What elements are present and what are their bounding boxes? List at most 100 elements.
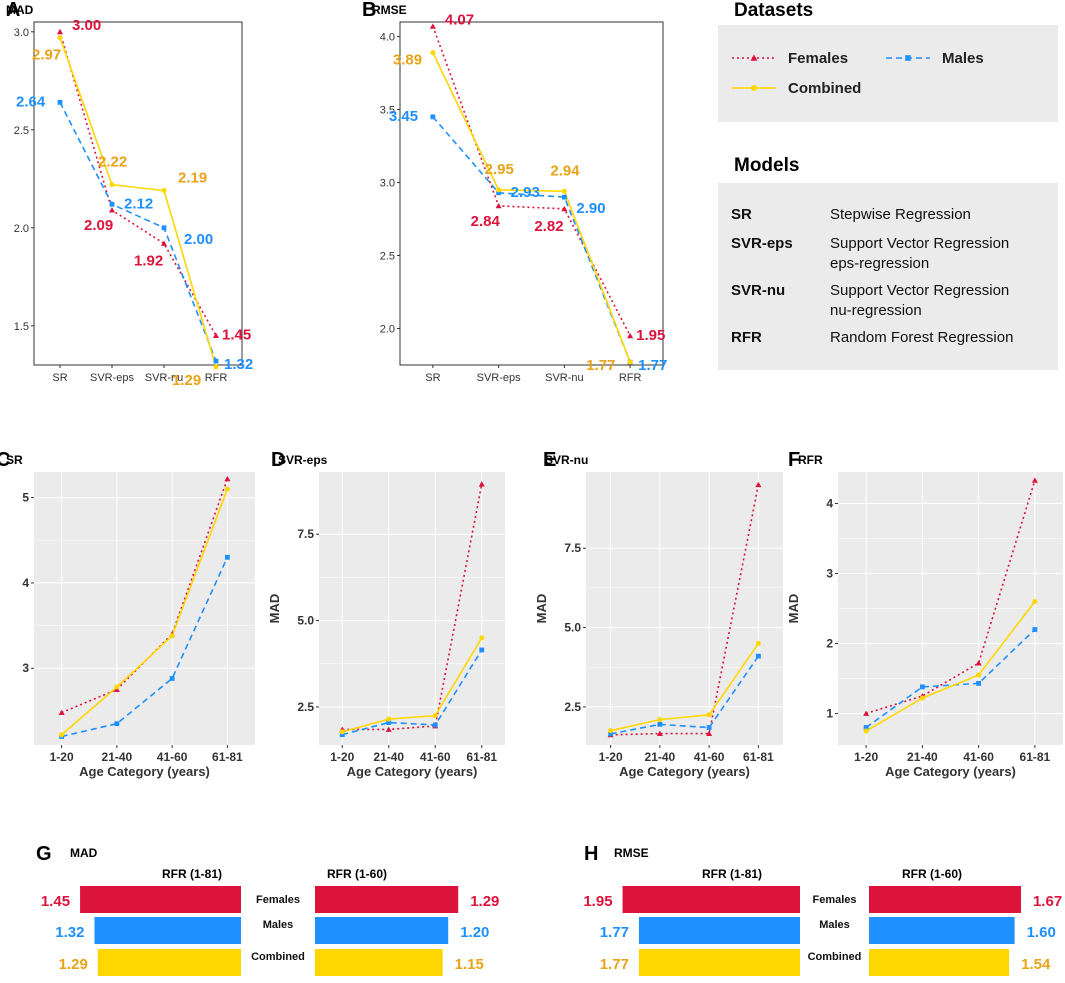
x-tick-label: SR xyxy=(425,372,440,384)
y-tick-label: 4 xyxy=(22,576,29,590)
legend-label-combined: Combined xyxy=(788,80,861,97)
panel-h: H RMSE RFR (1-81) RFR (1-60) Females 1.95 1.67… xyxy=(583,843,1062,976)
x-tick-label: 61-81 xyxy=(743,750,774,764)
x-tick-label: SVR-eps xyxy=(477,372,522,384)
data-point-males xyxy=(161,225,167,231)
data-point-females xyxy=(755,481,762,488)
legend-marker-combined xyxy=(751,85,757,91)
data-label-males: 2.93 xyxy=(511,184,540,201)
data-point-females xyxy=(213,332,219,338)
y-axis-title: MAD xyxy=(786,594,801,624)
data-label-males: 2.64 xyxy=(16,93,46,110)
panel-title: SVR-eps xyxy=(278,453,328,467)
data-point-males xyxy=(755,653,761,659)
data-point-males xyxy=(706,725,712,730)
data-point-combined xyxy=(976,672,982,678)
data-label-combined: 2.97 xyxy=(32,47,61,64)
x-tick-label: 21-40 xyxy=(373,750,404,764)
y-tick-label: 2.5 xyxy=(297,700,314,714)
panel-title: RFR xyxy=(798,453,823,467)
series-line-combined xyxy=(59,37,217,368)
x-tick-label: 61-81 xyxy=(1020,750,1051,764)
data-label-males: 3.45 xyxy=(389,108,418,125)
bar-left-combined xyxy=(638,949,800,976)
data-point-combined xyxy=(386,716,392,722)
data-point-males xyxy=(432,722,438,728)
data-point-males xyxy=(496,190,502,196)
model-name: Support Vector Regression xyxy=(830,282,1009,299)
x-tick-label: SR xyxy=(52,372,67,384)
data-point-combined xyxy=(57,35,63,41)
x-axis-title: Age Category (years) xyxy=(619,764,750,779)
data-point-males xyxy=(169,676,175,681)
panel-title: MAD xyxy=(70,846,98,860)
y-tick-label: 3.5 xyxy=(380,105,395,117)
bar-right-males xyxy=(869,917,1015,944)
bar-value-left: 1.29 xyxy=(59,956,88,973)
bar-value-left: 1.77 xyxy=(600,956,629,973)
left-panel-title: RFR (1-81) xyxy=(702,867,762,881)
panel-letter: C xyxy=(0,449,10,471)
y-tick-label: 5.0 xyxy=(564,621,581,635)
data-point-combined xyxy=(213,364,219,370)
data-label-males: 1.32 xyxy=(224,356,253,373)
x-tick-label: SVR-nu xyxy=(145,372,184,384)
data-point-combined xyxy=(863,728,869,734)
panel-letter: A xyxy=(6,0,20,21)
legend-datasets-box xyxy=(718,25,1058,122)
data-point-females xyxy=(561,205,568,212)
x-tick-label: 41-60 xyxy=(420,750,451,764)
data-label-females: 2.84 xyxy=(471,213,501,230)
series-line-males xyxy=(865,628,1036,729)
model-name: Support Vector Regression xyxy=(830,235,1009,252)
y-tick-label: 5.0 xyxy=(297,614,314,628)
data-label-females: 2.09 xyxy=(84,217,113,234)
data-point-males xyxy=(976,681,982,686)
y-tick-label: 2.5 xyxy=(380,251,395,263)
legend-marker-males xyxy=(905,55,911,61)
data-point-males xyxy=(339,732,345,738)
data-point-females xyxy=(863,710,870,716)
x-tick-label: 61-81 xyxy=(466,750,497,764)
data-point-males xyxy=(608,731,614,737)
bar-value-right: 1.15 xyxy=(455,956,484,973)
data-point-combined xyxy=(496,187,502,193)
data-point-males xyxy=(386,720,392,725)
model-name-line2: nu-regression xyxy=(830,302,922,319)
legend-item-combined: Combined xyxy=(732,80,861,97)
series-line-combined xyxy=(342,637,483,733)
legend-label-males: Males xyxy=(942,50,984,67)
model-abbr: SVR-nu xyxy=(731,282,785,299)
plot-border xyxy=(399,21,664,366)
series-line-females xyxy=(865,480,1036,715)
x-tick-label: 21-40 xyxy=(907,750,938,764)
data-label-combined: 3.89 xyxy=(393,52,422,69)
bar-right-females xyxy=(315,886,459,913)
data-point-females xyxy=(224,475,231,482)
model-name: Stepwise Regression xyxy=(830,206,971,223)
series-line-females xyxy=(59,31,217,336)
legend-datasets-title: Datasets xyxy=(734,0,813,21)
panel-letter: B xyxy=(362,0,376,21)
data-point-combined xyxy=(1032,598,1038,605)
category-label: Males xyxy=(263,919,294,931)
left-panel-title: RFR (1-81) xyxy=(162,867,222,881)
model-name-line2: eps-regression xyxy=(830,255,929,272)
data-point-females xyxy=(57,28,63,35)
data-point-combined xyxy=(755,640,761,646)
data-point-females xyxy=(161,240,167,246)
plot-border xyxy=(33,21,243,366)
data-label-combined: 2.22 xyxy=(98,154,127,171)
series-line-females xyxy=(61,478,229,714)
y-tick-label: 1 xyxy=(826,707,833,721)
bar-value-right: 1.67 xyxy=(1033,893,1062,910)
series-line-females xyxy=(342,483,483,731)
y-tick-label: 2.5 xyxy=(564,700,581,714)
data-point-combined xyxy=(608,728,614,734)
category-label: Combined xyxy=(251,951,305,963)
model-abbr: RFR xyxy=(731,329,762,346)
series-line-combined xyxy=(610,642,760,732)
x-axis-title: Age Category (years) xyxy=(347,764,478,779)
x-tick-label: 61-81 xyxy=(212,750,243,764)
